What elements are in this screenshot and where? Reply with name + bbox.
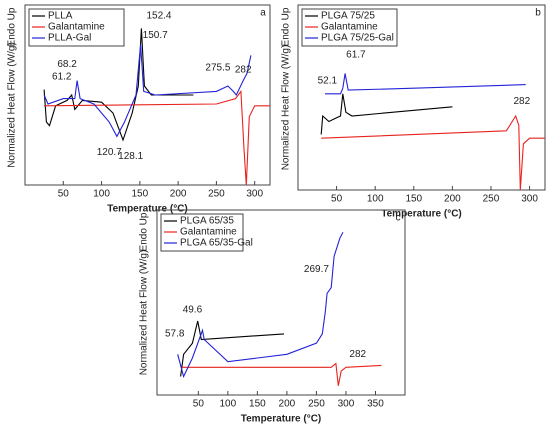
annotation: 61.2: [52, 72, 72, 83]
curve: [43, 28, 194, 142]
y-axis-label: Normalized Heat Flow (W/g): [7, 42, 18, 168]
x-tick-label: 50: [331, 194, 343, 205]
x-tick-label: 50: [193, 399, 205, 410]
y-axis-label: Normalized Heat Flow (W/g): [139, 250, 150, 376]
x-tick-label: 250: [208, 189, 225, 200]
x-tick-label: 100: [367, 194, 384, 205]
annotation: 282: [514, 96, 531, 107]
annotation: 282: [235, 64, 252, 75]
x-tick-label: 200: [170, 189, 187, 200]
annotation: 275.5: [205, 63, 230, 74]
x-axis-label: Temperature (°C): [381, 209, 462, 220]
plot-frame: [297, 4, 546, 191]
x-tick-label: 150: [249, 399, 266, 410]
annotation: 57.8: [165, 329, 185, 340]
endo-label: Endo Up: [281, 7, 292, 46]
annotation: 152.4: [146, 10, 171, 21]
endo-label: Endo Up: [139, 212, 150, 251]
curve: [180, 362, 382, 386]
plot-frame: [156, 209, 406, 396]
annotation: 120.7: [97, 147, 122, 158]
curve: [43, 44, 252, 138]
legend-label: Galantamine: [321, 22, 378, 33]
x-tick-label: 250: [308, 399, 325, 410]
annotation: 282: [349, 349, 366, 360]
x-tick-label: 200: [444, 194, 461, 205]
panel: 50 100 150 200 250 300 Temperature (°C) Normali…: [281, 4, 546, 220]
legend-label: PLLA: [48, 11, 73, 22]
endo-label: Endo Up: [7, 7, 18, 46]
annotation: 128.1: [118, 151, 143, 162]
annotation: 52.1: [318, 75, 338, 86]
curve: [320, 93, 453, 135]
legend-label: PLGA 75/25-Gal: [321, 33, 394, 44]
x-axis-label: Temperature (°C): [107, 204, 188, 215]
x-tick-label: 250: [483, 194, 500, 205]
x-tick-label: 300: [521, 194, 538, 205]
x-tick-label: 100: [220, 399, 237, 410]
annotation: 49.6: [183, 305, 203, 316]
annotation: 150.7: [143, 30, 168, 41]
panel: 50 100 150 200 250 300 350 Temperature (°C) Norm…: [139, 209, 406, 425]
curve: [180, 320, 285, 377]
annotation: 61.7: [346, 50, 366, 61]
x-tick-label: 200: [279, 399, 296, 410]
x-tick-label: 300: [246, 189, 263, 200]
panel: 50 100 150 200 250 300 Temperature (°C) Normali…: [7, 4, 271, 215]
legend-label: Galantamine: [48, 22, 105, 33]
x-axis-label: Temperature (°C): [241, 414, 322, 425]
legend-label: PLGA 65/35: [180, 216, 234, 227]
curve: [325, 73, 526, 95]
x-tick-label: 100: [93, 189, 110, 200]
legend-label: Galantamine: [180, 227, 237, 238]
curve: [177, 231, 344, 379]
legend-label: PLGA 65/35-Gal: [180, 238, 253, 249]
legend-label: PLLA-Gal: [48, 33, 91, 44]
x-tick-label: 300: [338, 399, 355, 410]
annotation: 269.7: [304, 264, 329, 275]
annotation: 68.2: [57, 59, 77, 70]
panel-letter: c: [396, 213, 401, 224]
curve: [44, 89, 270, 186]
curve: [321, 114, 545, 191]
x-tick-label: 150: [132, 189, 149, 200]
plot-frame: [24, 4, 271, 186]
y-axis-label: Normalized Heat Flow (W/g): [281, 45, 292, 171]
x-tick-label: 150: [405, 194, 422, 205]
panel-letter: b: [535, 8, 541, 19]
x-tick-label: 50: [58, 189, 70, 200]
legend-label: PLGA 75/25: [321, 11, 375, 22]
x-tick-label: 350: [367, 399, 384, 410]
panel-letter: a: [260, 8, 266, 19]
